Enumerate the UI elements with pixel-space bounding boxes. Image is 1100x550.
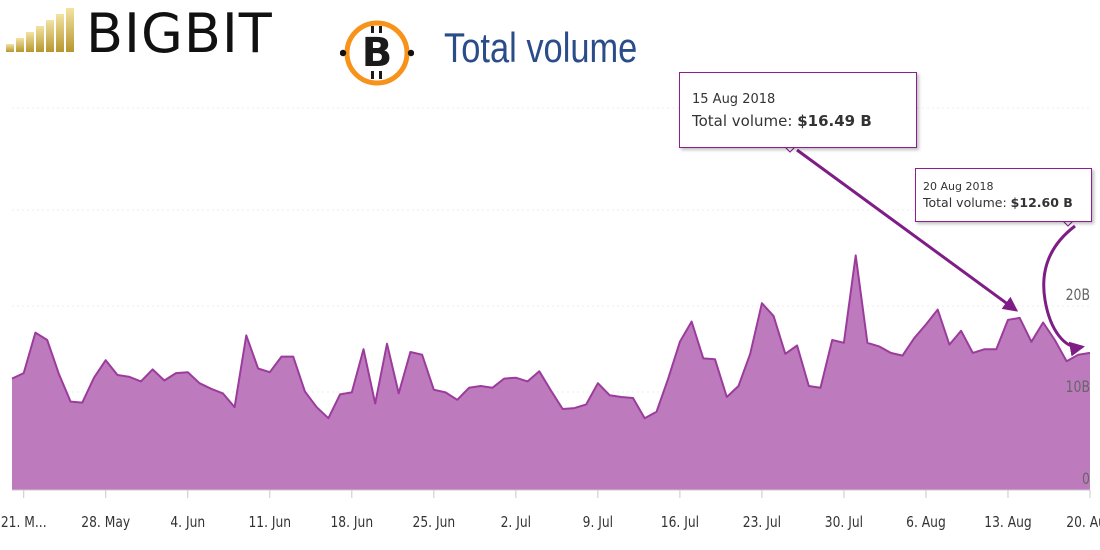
x-tick-label: 25. Jun [413, 514, 456, 531]
tooltip-15-aug: 15 Aug 2018 Total volume: $16.49 B [679, 72, 917, 148]
chart-title: Total volume [444, 24, 638, 71]
tooltip-series-label: Total volume: [692, 112, 793, 130]
y-tick-label: 10B [1066, 379, 1090, 397]
x-tick-label: 28. May [81, 514, 130, 531]
logo-bars-icon [6, 8, 74, 52]
bitcoin-icon: B [340, 20, 414, 86]
series-line [11, 254, 1091, 420]
x-tick-label: 9. Jul [583, 514, 613, 531]
y-axis: 0 10B 20B [1066, 287, 1090, 489]
x-tick-label: 4. Jun [170, 514, 205, 531]
annotation-arrow [796, 148, 1019, 312]
x-tick-label: 13. Aug [984, 514, 1031, 531]
tooltip-series-label: Total volume: [923, 195, 1007, 210]
tooltip-date: 15 Aug 2018 [692, 92, 776, 107]
x-tick-label: 20. Aug [1066, 514, 1100, 531]
tooltip-line: Total volume: $16.49 B [692, 112, 872, 130]
y-tick-label: 20B [1066, 287, 1090, 305]
x-tick-label: 16. Jul [661, 514, 699, 531]
x-tick-label: 2. Jul [501, 514, 531, 531]
tooltip-date: 20 Aug 2018 [923, 180, 994, 193]
area-layer [11, 254, 1091, 490]
x-tick-label: 30. Jul [825, 514, 863, 531]
svg-text:B: B [362, 30, 393, 76]
x-tick-label: 18. Jun [330, 514, 373, 531]
tooltip-value: $16.49 B [797, 112, 872, 130]
logo-text: BIGBIT [86, 2, 273, 65]
y-tick-label: 0 [1082, 471, 1090, 489]
x-tick-label: 6. Aug [906, 514, 946, 531]
tooltip-value: $12.60 B [1010, 195, 1073, 210]
tooltip-line: Total volume: $12.60 B [923, 195, 1073, 210]
tooltip-20-aug: 20 Aug 2018 Total volume: $12.60 B [915, 168, 1092, 222]
annotation-arrow [1042, 224, 1085, 357]
x-tick-label: 23. Jul [743, 514, 781, 531]
x-axis: 21. M... 28. May 4. Jun 11. Jun 18. Jun 25. J… [1, 489, 1100, 531]
x-tick-label: 21. M... [1, 514, 47, 531]
series-area-fill [12, 255, 1090, 490]
bigbit-logo: BIGBIT [4, 2, 304, 65]
x-tick-label: 11. Jun [248, 514, 291, 531]
